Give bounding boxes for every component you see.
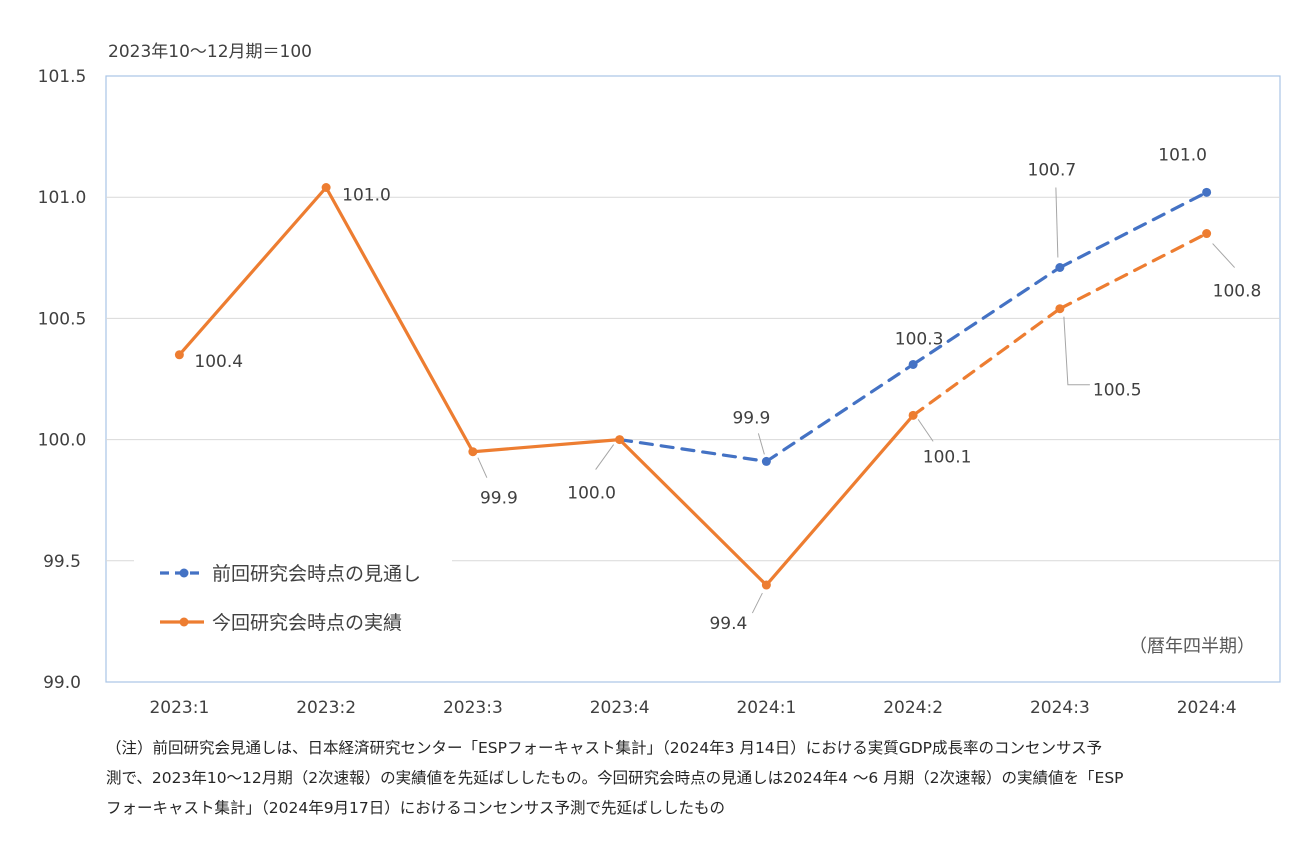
- series-lines: [177, 185, 1209, 587]
- legend-item-actual-label: 今回研究会時点の実績: [212, 612, 402, 634]
- y-tick-label: 99.0: [43, 673, 81, 693]
- legend-item-forecast-marker: [179, 568, 189, 578]
- actual-line-segment: [764, 413, 915, 587]
- legend-item-actual-marker: [179, 617, 189, 627]
- footnote-line-1: （注）前回研究会見通しは、日本経済研究センター「ESPフォーキャスト集計」（20…: [106, 739, 1103, 757]
- plot-border: [105, 75, 1281, 683]
- forecast-line-segment: [618, 438, 768, 464]
- data-labels: 99.9 100.3 100.7 101.0 100.4 101.0 99.9 100.0 99…: [194, 145, 1261, 634]
- actual-line-segment: [471, 438, 622, 454]
- leader-line: [757, 433, 765, 455]
- x-tick-label: 2023:2: [296, 698, 356, 718]
- actual-point: [908, 410, 918, 420]
- actual-point: [468, 447, 478, 457]
- leader-line: [477, 457, 488, 478]
- y-tick-label: 100.5: [38, 309, 87, 329]
- actual-data-label: 100.5: [1093, 381, 1142, 401]
- footnote: （注）前回研究会見通しは、日本経済研究センター「ESPフォーキャスト集計」（20…: [106, 733, 1286, 823]
- forecast-data-label: 100.3: [895, 329, 944, 349]
- y-axis-unit-label: 2023年10～12月期＝100: [108, 42, 312, 62]
- x-tick-label: 2024:1: [736, 698, 796, 718]
- x-tick-label: 2023:4: [590, 698, 650, 718]
- x-axis-period-note: （暦年四半期）: [1129, 636, 1255, 657]
- actual-point: [1055, 304, 1065, 314]
- y-tick-label: 99.5: [43, 552, 81, 572]
- actual-line-segment: [324, 185, 475, 454]
- x-tick-label: 2024:3: [1030, 698, 1090, 718]
- forecast-data-label: 101.0: [1158, 145, 1207, 165]
- y-tick-label: 101.5: [38, 67, 87, 87]
- actual-data-label: 99.4: [709, 614, 747, 634]
- actual-data-label: 101.0: [342, 186, 391, 206]
- actual-data-label: 100.4: [194, 352, 243, 372]
- forecast-data-label: 100.7: [1028, 160, 1077, 180]
- x-tick-label: 2024:2: [883, 698, 943, 718]
- actual-data-label: 100.8: [1213, 282, 1262, 302]
- forecast-point: [761, 456, 771, 466]
- y-axis-ticks: 99.0 99.5 100.0 100.5 101.0 101.5: [38, 67, 87, 693]
- forecast-line-segment: [764, 362, 915, 464]
- actual-line-segment: [177, 185, 328, 357]
- actual-point: [174, 350, 184, 360]
- actual-point: [761, 580, 771, 590]
- leader-line: [1212, 243, 1235, 268]
- forecast-line-segment: [911, 265, 1062, 367]
- legend-item-forecast-label: 前回研究会時点の見通し: [212, 563, 421, 585]
- actual-point: [321, 183, 331, 193]
- x-tick-label: 2024:4: [1177, 698, 1237, 718]
- y-tick-label: 100.0: [38, 431, 87, 451]
- actual-point: [615, 435, 625, 445]
- leader-line: [751, 592, 763, 614]
- actual-data-label: 100.0: [567, 484, 616, 504]
- forecast-point: [908, 359, 918, 369]
- forecast-point: [1202, 187, 1212, 197]
- actual-point: [1202, 229, 1212, 239]
- leader-line: [917, 419, 934, 442]
- label-leader-lines: [477, 187, 1235, 614]
- leader-line: [1063, 316, 1090, 386]
- actual-data-label: 99.9: [480, 489, 518, 509]
- forecast-line-segment: [1058, 190, 1209, 270]
- x-axis-ticks: 2023:1 2023:2 2023:3 2023:4 2024:1 2024:2 2024…: [149, 698, 1236, 718]
- forecast-data-label: 99.9: [732, 408, 770, 428]
- forecast-point: [1055, 262, 1065, 272]
- x-tick-label: 2023:3: [443, 698, 503, 718]
- actual-line-segment: [911, 307, 1062, 417]
- x-tick-label: 2023:1: [149, 698, 209, 718]
- legend-background: [134, 547, 452, 647]
- series-points: [174, 183, 1212, 590]
- actual-line-segment: [618, 438, 768, 587]
- leader-line: [1055, 187, 1059, 258]
- y-tick-label: 101.0: [38, 188, 87, 208]
- actual-data-label: 100.1: [923, 447, 972, 467]
- actual-line-segment: [1058, 231, 1209, 311]
- leader-line: [595, 444, 615, 470]
- footnote-line-2: 測で、2023年10～12月期（2次速報）の実績値を先延ばししたもの。今回研究会…: [106, 769, 1124, 787]
- footnote-line-3: フォーキャスト集計」（2024年9月17日）におけるコンセンサス予測で先延ばしし…: [106, 799, 725, 817]
